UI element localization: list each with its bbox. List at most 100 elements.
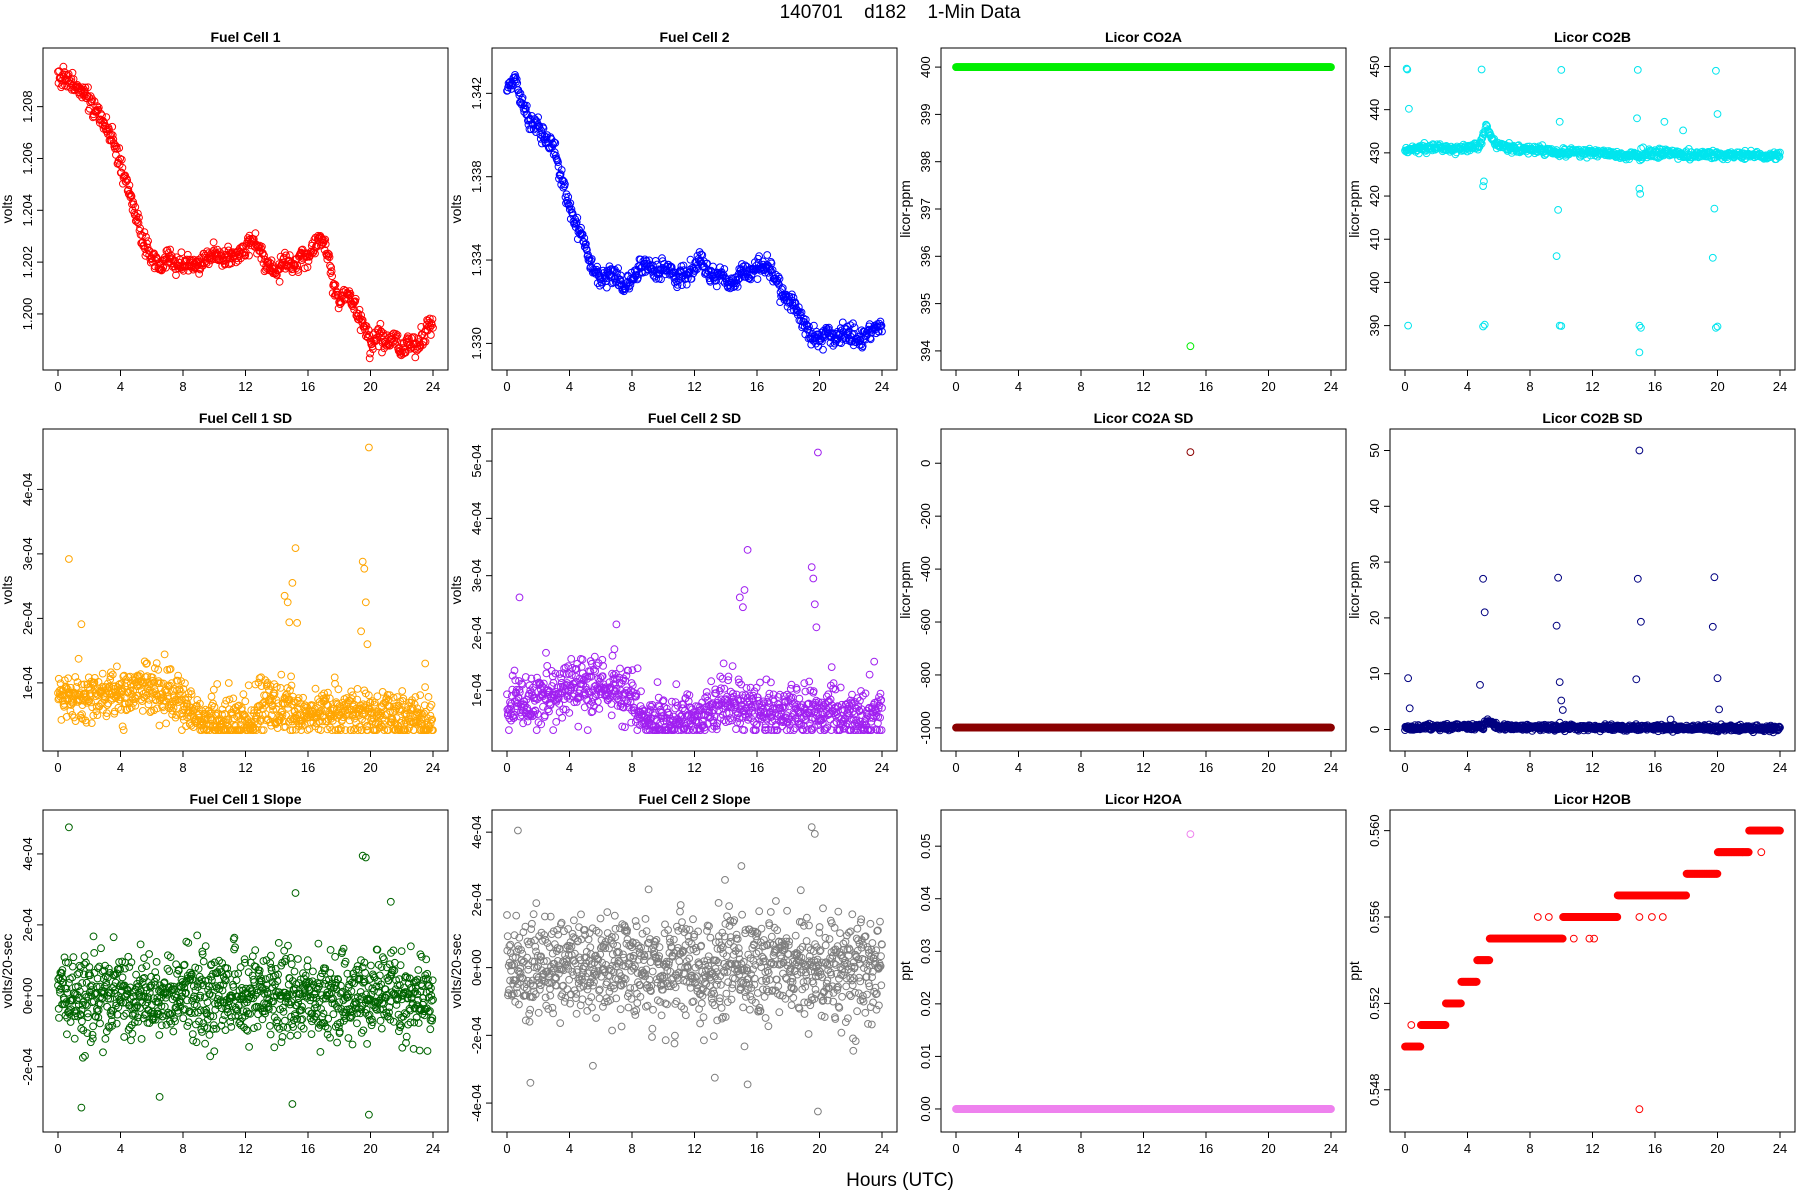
data-point (81, 83, 90, 92)
data-point (1633, 66, 1642, 74)
x-tick-label: 16 (1648, 379, 1662, 394)
data-point (383, 342, 391, 350)
data-point (241, 251, 250, 260)
data-point (410, 345, 419, 353)
data-point (125, 181, 134, 190)
data-point (1557, 66, 1566, 74)
data-point (256, 244, 265, 252)
y-tick-label: 394 (918, 340, 933, 362)
data-point (549, 726, 558, 734)
data-point (1708, 253, 1717, 262)
data-point (291, 544, 300, 552)
x-tick-label: 12 (1136, 379, 1150, 394)
data-point (245, 251, 253, 260)
data-point (791, 724, 799, 733)
y-axis-label: volts (0, 576, 15, 605)
data-point (392, 332, 401, 341)
x-tick-label: 16 (1199, 379, 1213, 394)
data-point (1713, 110, 1722, 118)
data-point (590, 652, 599, 661)
y-tick-label: 400 (918, 56, 933, 78)
data-point (162, 719, 171, 728)
y-tick-label: 1e-04 (20, 666, 35, 699)
data-point (1479, 182, 1487, 191)
data-point (411, 353, 420, 362)
y-tick-label: 1.330 (469, 327, 484, 360)
y-tick-label: 1.200 (20, 298, 35, 331)
data-point (362, 322, 371, 331)
data-point (304, 257, 313, 266)
data-point (251, 229, 260, 238)
data-point (59, 62, 68, 71)
y-tick-label: 398 (918, 151, 933, 173)
x-tick-label: 16 (750, 379, 764, 394)
data-point (388, 338, 397, 347)
data-point (277, 670, 286, 679)
data-point (330, 673, 339, 682)
data-point (90, 97, 99, 106)
data-point (1552, 252, 1561, 261)
panel-title: Fuel Cell 2 SD (648, 410, 741, 426)
data-point (224, 242, 233, 251)
x-tick-label: 4 (1464, 379, 1471, 394)
data-point (60, 72, 68, 81)
y-tick-label: 1.342 (469, 77, 484, 110)
data-point (1712, 66, 1720, 75)
data-point (293, 619, 302, 627)
data-point (610, 645, 619, 654)
data-point (351, 294, 360, 303)
y-axis-label: licor-ppm (897, 180, 913, 238)
x-tick-label: 4 (117, 760, 124, 775)
data-point (574, 722, 583, 731)
x-axis: 0 4 8 12 16 20 24 (54, 751, 440, 775)
data-point (421, 683, 430, 691)
y-tick-label: 395 (918, 293, 933, 315)
data-point (239, 690, 248, 699)
data-point (616, 664, 624, 673)
data-point (264, 257, 273, 266)
data-point (399, 344, 407, 352)
data-point (672, 680, 681, 689)
data-point (162, 247, 171, 255)
y-tick-label: 1.338 (469, 160, 484, 193)
data-point (1713, 322, 1722, 331)
data-point (207, 692, 216, 701)
data-point (732, 725, 740, 733)
x-tick-label: 20 (363, 760, 377, 775)
data-point (275, 260, 283, 269)
data-point (334, 685, 343, 694)
x-tick-label: 20 (812, 379, 826, 394)
data-point (120, 172, 129, 181)
data-point (413, 346, 421, 355)
data-point (361, 598, 370, 607)
data-point (365, 443, 373, 452)
data-point (92, 107, 101, 116)
data-point (376, 319, 385, 328)
data-point (357, 627, 366, 636)
y-tick-label: 430 (1367, 142, 1382, 164)
data-point (763, 251, 772, 259)
data-point (608, 651, 617, 660)
data-point (224, 679, 233, 687)
data-point (283, 598, 292, 607)
panel-title: Fuel Cell 1 (210, 29, 280, 45)
y-tick-label: 1.202 (20, 246, 35, 279)
data-point (144, 237, 153, 246)
plot-frame (491, 47, 898, 371)
data-point (134, 219, 143, 228)
data-point (285, 618, 294, 627)
data-point (93, 711, 102, 719)
data-point (98, 111, 106, 120)
data-point (552, 718, 561, 726)
x-tick-label: 4 (1015, 379, 1022, 394)
data-point (379, 329, 388, 338)
data-point (707, 677, 716, 686)
data-point (346, 289, 355, 298)
x-tick-label: 8 (1526, 379, 1533, 394)
data-point (505, 726, 513, 734)
data-point (227, 259, 236, 268)
data-point (355, 305, 364, 314)
